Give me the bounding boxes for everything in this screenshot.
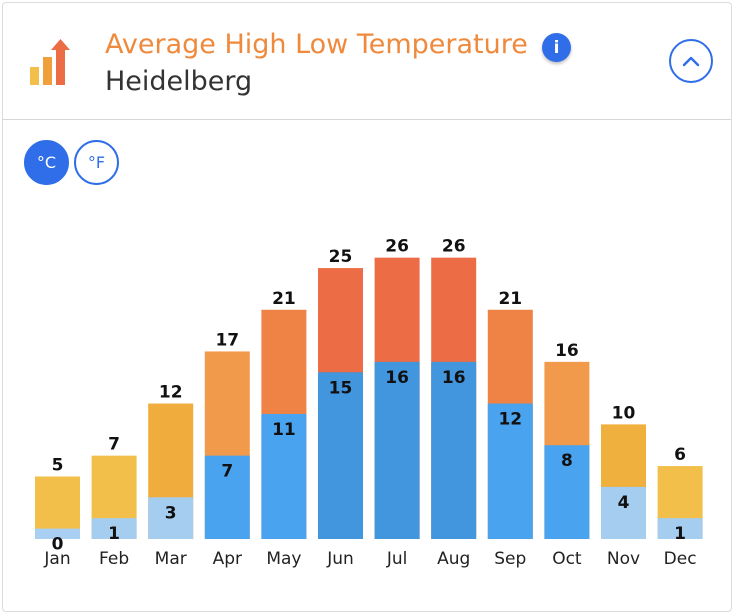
high-temp-label: 26 [442, 237, 466, 257]
low-temp-bar [318, 372, 363, 539]
month-label: Dec [664, 549, 697, 569]
month-label: Nov [607, 549, 640, 569]
card-header: Average High Low Temperature Heidelberg … [3, 3, 731, 120]
month-label: May [266, 549, 301, 569]
low-temp-label: 16 [385, 368, 409, 388]
low-temp-bar [91, 518, 137, 539]
temperature-bar-chart: 50Jan71Feb123Mar177Apr2111May2515Jun2616… [35, 237, 703, 569]
collapse-button[interactable] [669, 39, 713, 83]
low-temp-bar [657, 518, 703, 539]
low-temp-bar [544, 445, 590, 539]
low-temp-label: 0 [52, 535, 64, 555]
month-label: Oct [552, 549, 582, 569]
low-temp-label: 12 [498, 410, 522, 430]
info-button[interactable]: i [542, 33, 571, 62]
card-title: Average High Low Temperature [105, 29, 528, 60]
month-label: Mar [155, 549, 187, 569]
month-label: Sep [494, 549, 526, 569]
low-temp-bar [601, 486, 646, 539]
low-temp-bar [487, 403, 533, 539]
low-temp-bar [148, 497, 194, 539]
low-temp-label: 7 [221, 462, 233, 482]
city-name: Heidelberg [105, 66, 253, 97]
low-temp-bar [374, 361, 420, 539]
low-temp-label: 15 [329, 378, 353, 398]
high-temp-label: 6 [674, 445, 686, 465]
high-temp-label: 25 [329, 247, 353, 267]
high-temp-label: 7 [108, 435, 120, 455]
low-temp-bar [261, 413, 307, 539]
low-temp-bar [431, 361, 477, 539]
month-label: Jun [326, 549, 354, 569]
month-label: Jan [43, 549, 70, 569]
month-label: Jul [386, 549, 408, 569]
month-label: Aug [437, 549, 470, 569]
low-temp-label: 1 [108, 524, 120, 544]
low-temp-label: 8 [561, 451, 573, 471]
high-temp-label: 17 [215, 330, 239, 350]
low-temp-bar [204, 455, 250, 539]
high-temp-label: 21 [272, 289, 296, 309]
temperature-chart-icon [30, 39, 70, 85]
month-label: Apr [213, 549, 242, 569]
high-temp-label: 26 [385, 237, 409, 257]
fahrenheit-toggle[interactable]: °F [74, 140, 119, 185]
low-temp-label: 1 [674, 524, 686, 544]
high-temp-label: 10 [612, 403, 636, 423]
low-temp-label: 4 [618, 493, 630, 513]
celsius-toggle[interactable]: °C [24, 140, 69, 185]
high-temp-label: 16 [555, 341, 579, 361]
low-temp-label: 16 [442, 368, 466, 388]
high-temp-label: 12 [159, 383, 183, 403]
low-temp-label: 11 [272, 420, 296, 440]
high-temp-label: 5 [52, 455, 64, 475]
month-label: Feb [99, 549, 129, 569]
low-temp-label: 3 [165, 503, 177, 523]
low-temp-bar [35, 528, 80, 539]
high-temp-label: 21 [498, 289, 522, 309]
chevron-up-icon [682, 56, 700, 67]
